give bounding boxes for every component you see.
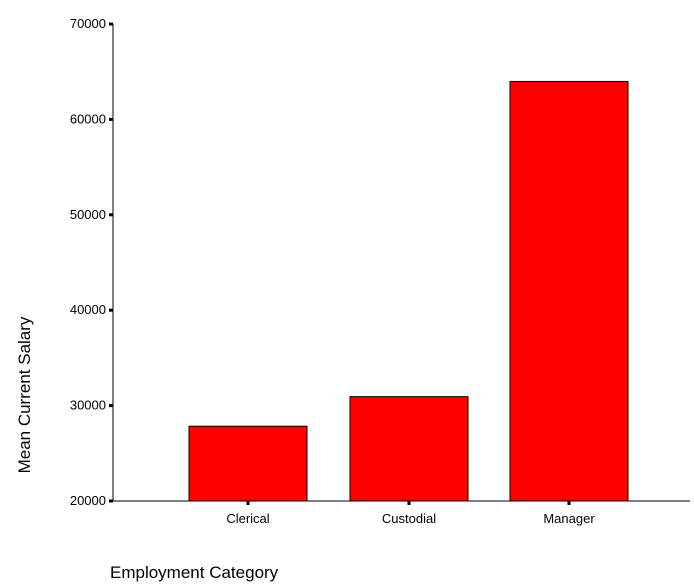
bar-clerical [188,425,308,502]
x-tick-label: Custodial [382,511,436,526]
y-tick-label: 70000 [70,16,106,31]
x-tick-mark [246,501,250,505]
x-axis-title: Employment Category [110,563,279,582]
y-axis-ticks: 20000 30000 40000 50000 60000 70000 [70,16,113,508]
y-tick-mark [109,117,113,121]
x-tick-label: Clerical [226,511,269,526]
bar-custodial [349,396,469,502]
y-tick-label: 20000 [70,493,106,508]
y-tick-label: 30000 [70,398,106,413]
x-tick-label: Manager [543,511,595,526]
x-tick-mark [407,501,411,505]
y-axis-title: Mean Current Salary [15,316,34,473]
bars-group [188,80,629,502]
y-tick-mark [109,499,113,503]
y-tick-mark [109,22,113,26]
y-tick-mark [109,308,113,312]
y-tick-mark [109,213,113,217]
x-tick-mark [567,501,571,505]
y-tick-label: 50000 [70,207,106,222]
x-axis-ticks: Clerical Custodial Manager [226,501,595,526]
y-tick-label: 40000 [70,302,106,317]
bar-manager [509,80,629,502]
y-tick-mark [109,404,113,408]
y-tick-label: 60000 [70,111,106,126]
